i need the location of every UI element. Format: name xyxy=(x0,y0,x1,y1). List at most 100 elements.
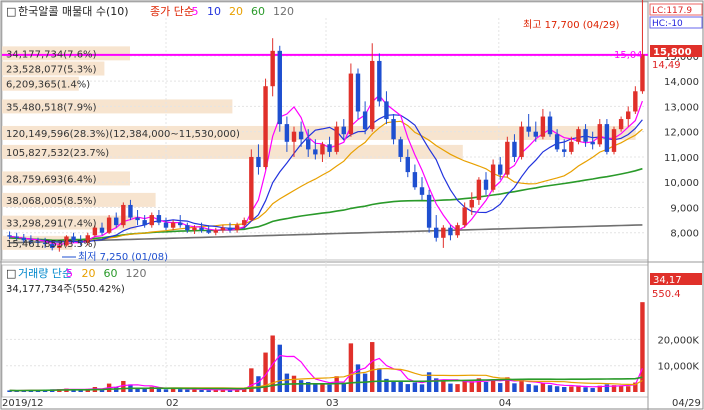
candle-body xyxy=(28,240,34,242)
candle-body xyxy=(121,204,126,226)
candle-body xyxy=(50,244,55,248)
volume-bar xyxy=(199,389,204,392)
volume-panel-icon: □ xyxy=(6,267,16,280)
volume-profile-label: 15,461,853(3.5%) xyxy=(6,239,97,250)
volume-bar xyxy=(341,382,346,392)
candle-body xyxy=(554,134,560,150)
candle-body xyxy=(14,236,19,238)
candle-body xyxy=(64,236,69,246)
volume-tag-bottom: 550.4 xyxy=(652,289,681,300)
volume-bar xyxy=(569,386,574,392)
candle-body xyxy=(355,73,361,112)
candlesticks xyxy=(7,0,645,252)
volume-bar xyxy=(540,382,546,392)
candle-body xyxy=(21,237,26,241)
candle-body xyxy=(348,73,354,135)
volume-profile-layer xyxy=(2,46,636,250)
volume-tick-label: 10,000K xyxy=(657,362,699,373)
candle-body xyxy=(142,220,147,226)
ma120-line xyxy=(9,224,643,244)
candle-body xyxy=(227,227,233,231)
volume-bar xyxy=(590,388,595,392)
candle-body xyxy=(370,60,375,130)
legend-item: 60 xyxy=(251,5,265,18)
volume-bar xyxy=(234,389,240,392)
volume-bar xyxy=(320,383,325,392)
volume-bar xyxy=(611,385,617,392)
volume-bar xyxy=(554,386,560,392)
candle-body xyxy=(547,116,553,135)
volume-bar xyxy=(227,390,233,392)
y-tick-label: 8,000 xyxy=(670,229,699,240)
axis-labels: 8,000 9,000 10,000 11,000 12,000 13,000 14,000… xyxy=(2,52,701,409)
volume-bar xyxy=(213,389,218,392)
volume-bar xyxy=(391,380,396,392)
volume-bar xyxy=(306,382,311,392)
volume-bar xyxy=(142,388,147,392)
volume-legend-item: 5 xyxy=(66,267,73,280)
candle-body xyxy=(483,179,489,190)
candle-body xyxy=(206,230,211,233)
volume-profile-label: 34,177,734(7.6%) xyxy=(6,49,97,60)
volume-bar xyxy=(313,383,318,392)
candle-body xyxy=(533,131,538,137)
legend-item: 20 xyxy=(229,5,243,18)
candle-body xyxy=(35,241,41,243)
y-tick-label: 11,000 xyxy=(664,153,699,164)
volume-profile-labels: 34,177,734(7.6%) 23,528,077(5.3%) 6,209,36… xyxy=(6,49,240,249)
candle-body xyxy=(298,131,304,140)
volume-bar xyxy=(348,343,354,392)
candle-body xyxy=(384,101,389,120)
volume-bar xyxy=(121,380,126,392)
volume-bar xyxy=(398,381,403,392)
title-icon: □ xyxy=(6,5,16,18)
legend-item: 종가 단순 xyxy=(150,5,194,18)
volume-bar xyxy=(419,384,425,392)
volume-bar xyxy=(327,384,332,392)
volume-bar xyxy=(220,389,226,392)
volume-profile-band xyxy=(2,215,137,230)
candle-body xyxy=(249,156,254,221)
candle-body xyxy=(590,141,595,145)
volume-bar xyxy=(135,388,140,392)
gridlines xyxy=(2,18,648,392)
candle-body xyxy=(156,215,162,223)
volume-bar xyxy=(526,384,531,392)
candle-body xyxy=(412,172,418,188)
volume-bar xyxy=(618,385,624,392)
volume-bar xyxy=(633,382,638,392)
volume-bar xyxy=(533,385,538,392)
candle-body xyxy=(114,217,119,226)
candle-body xyxy=(313,149,318,155)
volume-bar xyxy=(626,386,631,392)
candle-body xyxy=(341,126,346,135)
legend-item: 5 xyxy=(192,5,199,18)
candle-body xyxy=(405,156,410,173)
volume-bar xyxy=(384,378,389,392)
candle-body xyxy=(540,116,546,137)
volume-bar xyxy=(512,383,517,392)
candle-body xyxy=(391,119,396,140)
volume-profile-label: 33,298,291(7.4%) xyxy=(6,219,97,230)
candle-body xyxy=(320,144,325,155)
high-price-label: 최고 17,700 (04/29) xyxy=(523,19,619,31)
volume-bar xyxy=(35,390,41,392)
candle-body xyxy=(597,124,602,145)
volume-profile-band xyxy=(2,125,636,140)
volume-bar xyxy=(178,389,183,392)
candle-body xyxy=(576,129,581,142)
candle-body xyxy=(426,194,432,228)
ma60-line xyxy=(9,167,643,242)
lc-tag xyxy=(649,3,703,16)
candle-body xyxy=(434,227,439,238)
x-tick-label: 02 xyxy=(166,398,179,409)
current-price-box xyxy=(650,45,702,57)
candle-body xyxy=(263,86,268,168)
volume-bar xyxy=(483,382,489,392)
volume-bar xyxy=(519,379,524,392)
candle-body xyxy=(149,215,154,226)
candle-body xyxy=(291,131,297,142)
volume-tag-box xyxy=(650,273,702,285)
candle-body xyxy=(448,227,453,236)
